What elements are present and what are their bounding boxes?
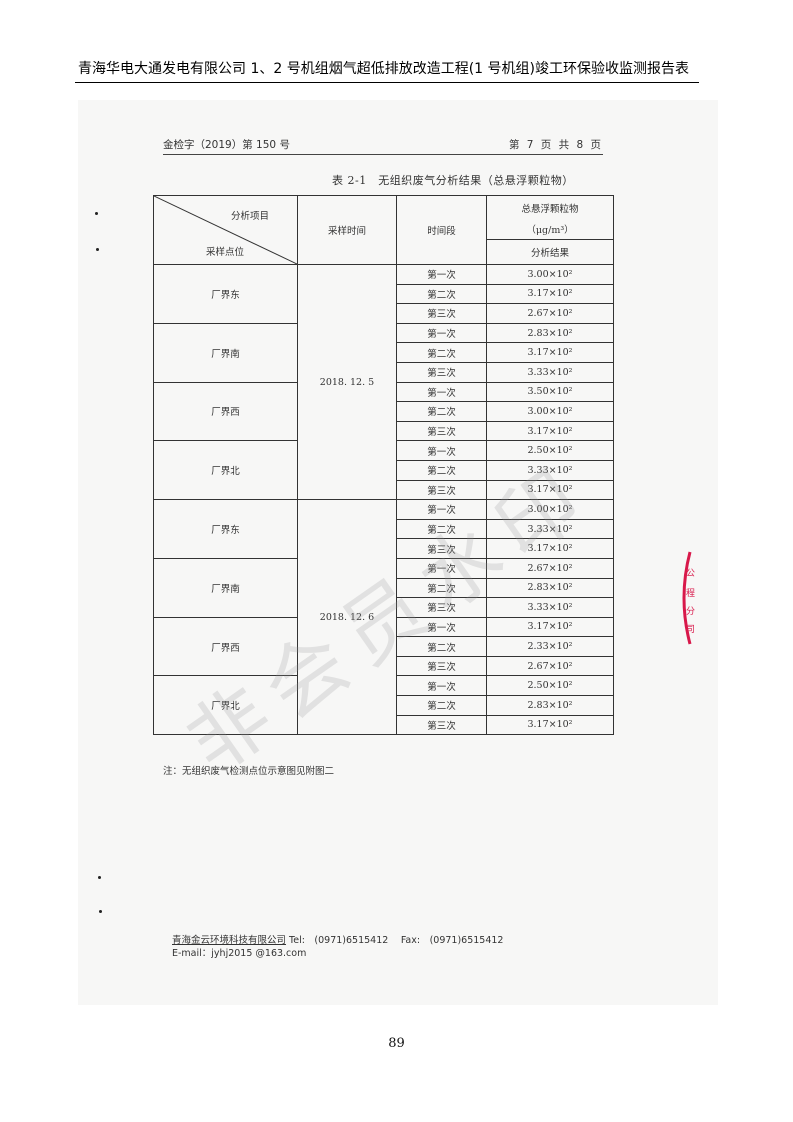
- period-cell: 第三次: [396, 714, 487, 736]
- location-cell: 厂界东: [153, 264, 298, 324]
- table-row: 第二次 2.33×10²: [154, 636, 614, 657]
- location-cell: 厂界东: [153, 499, 298, 559]
- location-cell: 厂界北: [153, 440, 298, 501]
- header-time: 采样时间: [297, 195, 397, 265]
- period-cell: 第一次: [396, 264, 487, 285]
- result-cell: 2.83×10²: [486, 695, 614, 716]
- table-row: 第二次 3.33×10²: [154, 518, 614, 540]
- period-cell: 第二次: [396, 695, 487, 716]
- doc-number: 金检字（2019）第 150 号: [163, 139, 290, 151]
- header-item: 分析项目: [230, 211, 269, 222]
- footer-email: E-mail：jyhj2015 @163.com: [172, 948, 307, 959]
- location-cell: 厂界北: [153, 675, 298, 736]
- table-row: 厂界东 2018. 12. 5 第一次 3.00×10²: [153, 263, 614, 501]
- result-cell: 2.33×10²: [486, 636, 614, 657]
- svg-text:分: 分: [686, 606, 695, 617]
- period-cell: 第三次: [396, 420, 487, 442]
- header-result: 分析结果: [486, 239, 614, 265]
- table-row: 厂界北 第一次 2.50×10²: [153, 440, 614, 501]
- header-rule: [75, 82, 699, 83]
- result-cell: 3.00×10²: [486, 401, 614, 422]
- location-cell: 厂界西: [153, 381, 298, 442]
- location-cell: 厂界南: [153, 557, 298, 618]
- period-cell: 第一次: [396, 322, 487, 344]
- table-row: 第三次 3.33×10²: [154, 597, 614, 618]
- period-cell: 第二次: [396, 401, 487, 422]
- location-cell: 厂界南: [153, 322, 298, 383]
- table-row: 厂界东 2018. 12. 6 第一次 3.00×10²: [153, 499, 614, 736]
- header-pollutant: 总悬浮颗粒物: [486, 194, 614, 220]
- result-cell: 3.33×10²: [486, 597, 614, 618]
- result-cell: 3.50×10²: [486, 381, 614, 403]
- svg-text:司: 司: [686, 624, 695, 635]
- footer-contact: Tel: (0971)6515412 Fax: (0971)6515412: [286, 935, 504, 946]
- period-cell: 第二次: [396, 459, 487, 481]
- table-title: 表 2-1 无组织废气分析结果（总悬浮颗粒物）: [332, 174, 574, 187]
- result-cell: 3.17×10²: [486, 283, 614, 305]
- table-note: 注：无组织废气检测点位示意图见附图二: [163, 766, 335, 777]
- date-cell: 2018. 12. 5: [297, 263, 397, 501]
- date-cell: 2018. 12. 6: [297, 499, 397, 736]
- header-point: 采样点位: [206, 247, 245, 258]
- table-row: 第二次 2.83×10²: [154, 577, 614, 599]
- period-cell: 第三次: [396, 303, 487, 324]
- scan-speck: [98, 876, 101, 879]
- svg-text:公: 公: [686, 568, 695, 579]
- period-cell: 第三次: [396, 361, 487, 383]
- scan-speck: [96, 248, 99, 251]
- table-row: 第三次 2.67×10²: [154, 303, 614, 324]
- table-row: 第三次 3.17×10²: [154, 714, 614, 736]
- diagonal-line: [154, 196, 297, 264]
- diagonal-header-cell: 分析项目 采样点位: [153, 195, 298, 265]
- table-row: 第三次 3.17×10²: [154, 538, 614, 559]
- footer-company: 青海金云环境科技有限公司: [172, 935, 287, 946]
- location-cell: 厂界西: [153, 616, 298, 677]
- svg-text:程: 程: [686, 588, 695, 599]
- table-row: 第二次 3.00×10²: [154, 401, 614, 422]
- result-cell: 2.67×10²: [486, 655, 614, 677]
- result-cell: 3.33×10²: [486, 361, 614, 383]
- table-row: 厂界南 第一次 2.83×10²: [153, 322, 614, 383]
- document-header: 青海华电大通发电有限公司 1、2 号机组烟气超低排放改造工程(1 号机组)竣工环…: [78, 61, 689, 77]
- table-row: 第三次 3.33×10²: [154, 361, 614, 383]
- period-cell: 第一次: [396, 381, 487, 403]
- results-table: 分析项目 采样点位 采样时间 时间段 总悬浮颗粒物 （μg/m³） 分析结果 厂…: [153, 194, 614, 736]
- result-cell: 2.83×10²: [486, 322, 614, 344]
- page-number: 89: [388, 1036, 405, 1051]
- period-cell: 第二次: [396, 342, 487, 363]
- table-row: 第二次 3.33×10²: [154, 459, 614, 481]
- table-row: 厂界西 第一次 3.50×10²: [153, 381, 614, 442]
- scan-top-line: 金检字（2019）第 150 号 第 7 页 共 8 页: [163, 137, 603, 155]
- result-cell: 3.17×10²: [486, 714, 614, 736]
- table-row: 厂界北 第一次 2.50×10²: [153, 675, 614, 736]
- table-row: 第三次 2.67×10²: [154, 655, 614, 677]
- period-cell: 第一次: [396, 675, 487, 697]
- result-cell: 3.17×10²: [486, 342, 614, 363]
- header-unit: （μg/m³）: [486, 219, 614, 241]
- header-period: 时间段: [396, 195, 487, 265]
- result-cell: 3.17×10²: [486, 616, 614, 638]
- table-row: 厂界西 第一次 3.17×10²: [153, 616, 614, 677]
- result-cell: 2.50×10²: [486, 675, 614, 697]
- result-cell: 3.00×10²: [486, 264, 614, 285]
- scan-speck: [95, 212, 98, 215]
- scan-footer: 青海金云环境科技有限公司 Tel: (0971)6515412 Fax: (09…: [172, 934, 503, 960]
- page-info: 第 7 页 共 8 页: [508, 139, 603, 151]
- table-row: 厂界南 第一次 2.67×10²: [153, 557, 614, 618]
- scan-speck: [99, 910, 102, 913]
- table-row: 第二次 3.17×10²: [154, 342, 614, 363]
- table-row: 第三次 3.17×10²: [154, 479, 614, 501]
- result-cell: 2.67×10²: [486, 303, 614, 324]
- period-cell: 第一次: [396, 440, 487, 461]
- period-cell: 第二次: [396, 283, 487, 305]
- table-header-row: 分析项目 采样点位 采样时间 时间段 总悬浮颗粒物: [153, 194, 614, 265]
